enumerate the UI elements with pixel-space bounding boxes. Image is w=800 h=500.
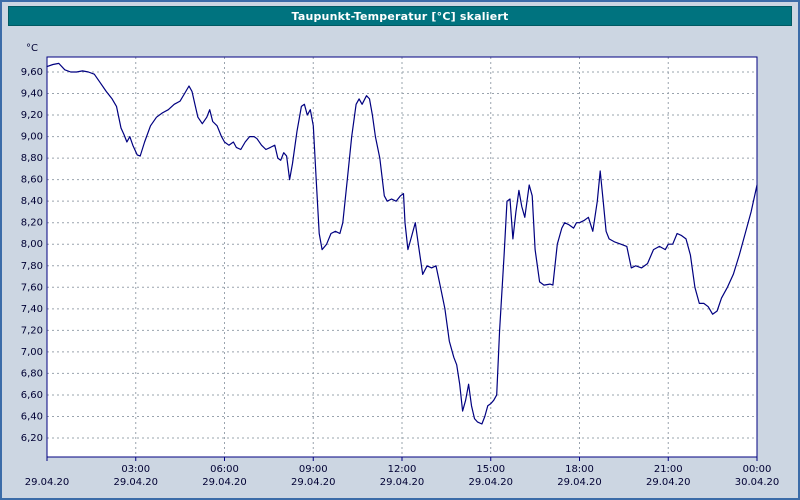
x-tick-time-label: 21:00: [654, 464, 683, 475]
x-tick-date-label: 29.04.20: [291, 477, 336, 488]
y-tick-label: 8,80: [21, 153, 43, 164]
chart-title: Taupunkt-Temperatur [°C] skaliert: [291, 9, 509, 23]
x-tick-date-label: 30.04.20: [735, 477, 780, 488]
x-tick-time-label: 18:00: [565, 464, 594, 475]
x-tick-date-label: 29.04.20: [25, 477, 70, 488]
x-tick-date-label: 29.04.20: [380, 477, 425, 488]
x-tick-date-label: 29.04.20: [113, 477, 158, 488]
y-tick-label: 9,60: [21, 67, 43, 78]
x-tick-date-label: 29.04.20: [557, 477, 602, 488]
x-tick-time-label: 06:00: [210, 464, 239, 475]
y-tick-label: 9,00: [21, 132, 43, 143]
y-tick-label: 7,60: [21, 282, 43, 293]
plot-border: [46, 56, 758, 458]
x-tick-time-label: 09:00: [299, 464, 328, 475]
y-tick-label: 9,40: [21, 89, 43, 100]
x-tick-date-label: 29.04.20: [646, 477, 691, 488]
data-series-line: [46, 62, 758, 425]
y-tick-label: 6,60: [21, 390, 43, 401]
y-tick-label: 6,80: [21, 368, 43, 379]
x-tick-date-label: 29.04.20: [468, 477, 513, 488]
x-tick-time-label: 15:00: [476, 464, 505, 475]
y-tick-label: 7,20: [21, 325, 43, 336]
title-bar: Taupunkt-Temperatur [°C] skaliert: [8, 6, 792, 26]
y-tick-label: 6,20: [21, 433, 43, 444]
x-tick-time-label: 03:00: [121, 464, 150, 475]
y-tick-label: 8,20: [21, 218, 43, 229]
x-tick-time-label: 00:00: [743, 464, 772, 475]
y-axis-unit-label: °C: [26, 43, 38, 54]
y-tick-label: 8,40: [21, 196, 43, 207]
y-tick-label: 9,20: [21, 110, 43, 121]
y-tick-label: 6,40: [21, 411, 43, 422]
y-tick-label: 8,00: [21, 239, 43, 250]
y-tick-label: 7,40: [21, 304, 43, 315]
y-tick-label: 7,00: [21, 347, 43, 358]
y-tick-label: 7,80: [21, 261, 43, 272]
x-tick-time-label: 12:00: [388, 464, 417, 475]
y-tick-label: 8,60: [21, 175, 43, 186]
x-tick-date-label: 29.04.20: [202, 477, 247, 488]
